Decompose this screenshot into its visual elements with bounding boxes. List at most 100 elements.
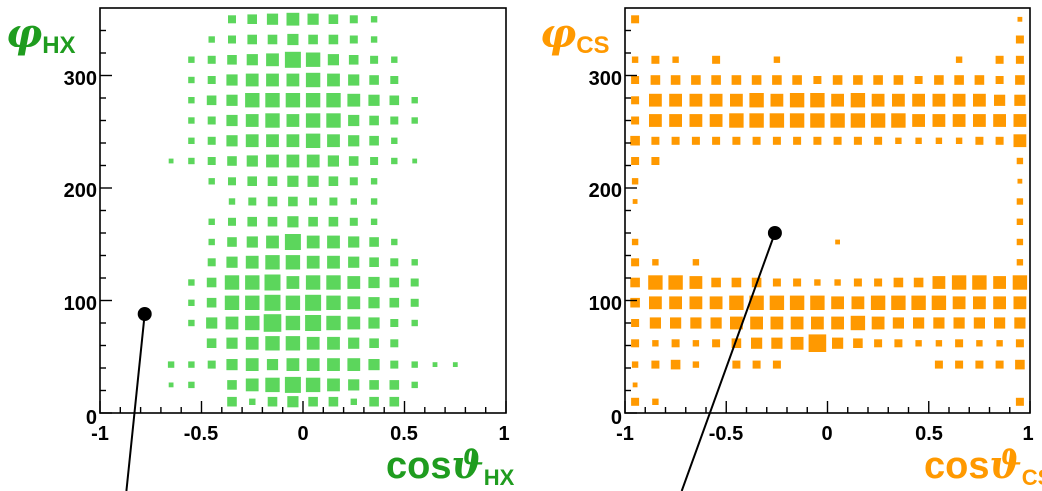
xtick-label: 1 [498,423,509,445]
histogram-cell [370,157,379,165]
y-axis-title-hx: φHX [6,10,76,59]
histogram-cell [369,257,379,267]
histogram-cell [1015,35,1024,44]
histogram-cell [411,361,418,368]
histogram-cell [631,116,640,125]
histogram-cell [729,295,744,310]
histogram-cell [348,379,360,391]
histogram-cell [789,113,805,128]
histogram-cell [327,336,340,350]
histogram-cell [389,396,400,407]
histogram-cell [732,136,741,145]
histogram-cell [793,136,802,145]
histogram-cell [1012,275,1028,290]
histogram-cell [1016,259,1024,266]
histogram-cell [671,339,680,348]
histogram-cell [692,259,700,266]
histogram-cell [305,52,321,67]
histogram-cell [1013,114,1027,127]
pointer-line [125,313,146,491]
histogram-cell [955,56,963,63]
histogram-cell [912,114,925,127]
histogram-cell [306,154,320,168]
histogram-cell [167,361,175,368]
histogram-cell [1015,55,1024,64]
histogram-cell [935,137,943,144]
histogram-cell [651,360,660,369]
histogram-cell [751,75,762,85]
histogram-cell [1014,94,1026,106]
histogram-cell [266,154,279,168]
histogram-cell [955,339,964,348]
histogram-cell [308,216,318,227]
histogram-cell [391,238,398,246]
histogram-cell [689,93,703,107]
histogram-cell [850,315,866,331]
histogram-cell [390,76,399,84]
histogram-cell [709,93,723,107]
histogram-cell [933,317,945,329]
x-axis-title-cs: cosϑCS [924,442,1042,490]
histogram-cell [952,114,966,127]
histogram-cell [769,295,785,310]
histogram-cell [286,276,300,289]
histogram-cell [731,277,742,288]
histogram-cell [772,360,781,369]
histogram-cell [227,237,237,247]
histogram-cell [245,275,260,290]
histogram-cell [710,317,722,329]
histogram-cell [327,235,340,249]
histogram-cell [850,93,866,108]
histogram-cell [368,94,380,106]
histogram-cell [830,113,845,128]
histogram-cell [411,381,418,389]
histogram-cell [813,136,822,145]
histogram-cell [690,317,702,329]
histogram-cell [286,134,300,148]
histogram-cell [390,116,399,125]
histogram-cell [712,339,721,348]
histogram-cell [689,276,703,289]
histogram-cell [731,338,742,348]
histogram-cell [648,275,663,290]
histogram-cell [649,317,661,329]
histogram-cell [188,381,195,389]
histogram-cell [245,378,259,392]
histogram-cell [208,218,215,225]
histogram-cell [228,177,236,186]
histogram-cell [207,360,216,369]
histogram-cell [632,199,638,204]
histogram-cell [894,339,903,348]
histogram-cell [207,258,216,267]
histogram-cell [391,56,398,63]
histogram-cell [1015,359,1025,370]
ytick-label: 200 [64,180,97,202]
histogram-cell [631,96,640,105]
histogram-cell [245,134,259,148]
histogram-cell [631,397,640,406]
histogram-cell [226,114,238,127]
histogram-cell [810,295,825,310]
histogram-cell [286,114,300,127]
histogram-cell [327,255,340,269]
histogram-cell [226,337,238,349]
histogram-cell [348,135,360,147]
histogram-cell [973,296,986,310]
histogram-cell [874,339,883,348]
histogram-cell [975,360,984,369]
histogram-cell [651,55,660,64]
histogram-cell [286,12,300,26]
histogram-cell [370,198,378,205]
histogram-cell [1017,16,1023,22]
histogram-cell [976,340,983,347]
histogram-cell [286,154,300,168]
histogram-cell [410,298,419,307]
histogram-cell [245,295,260,310]
histogram-cells-hx [167,12,458,408]
histogram-cell [206,338,217,348]
histogram-cell [411,117,418,124]
histogram-cell [810,93,825,108]
histogram-cell [227,380,237,390]
histogram-cell [245,358,259,371]
histogram-cell [652,340,659,347]
